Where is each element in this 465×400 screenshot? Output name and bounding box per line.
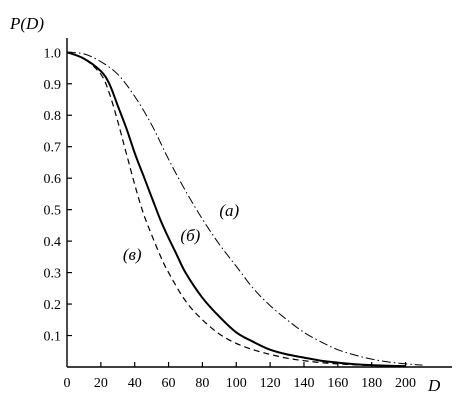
x-tick-label: 0: [64, 376, 71, 391]
y-tick-label: 0.5: [44, 204, 62, 219]
x-axis-ticks: 0 20 40 60 80 100 120 140 160 180 200: [64, 362, 416, 391]
y-tick-label: 0.1: [44, 330, 62, 345]
y-tick-label: 0.3: [44, 267, 62, 282]
x-tick-label: 120: [260, 376, 281, 391]
x-tick-label: 100: [226, 376, 247, 391]
x-tick-label: 80: [195, 376, 209, 391]
series-label-2: (б): [180, 226, 200, 245]
series-curve-2: [66, 51, 406, 368]
x-tick-label: 40: [128, 376, 142, 391]
x-tick-label: 160: [327, 376, 348, 391]
y-tick-label: 0.6: [44, 172, 62, 187]
y-tick-label: 0.9: [44, 78, 62, 93]
series-curves: [66, 51, 423, 368]
x-tick-label: 140: [293, 376, 314, 391]
x-tick-label: 60: [162, 376, 176, 391]
y-axis-label: P(D): [9, 14, 44, 33]
y-axis-ticks: 0.1 0.2 0.3 0.4 0.5 0.6 0.7 0.8 0.9 1.0: [44, 46, 72, 345]
y-tick-label: 0.4: [44, 235, 62, 250]
y-tick-label: 1.0: [44, 46, 62, 61]
series-label-1: (a): [219, 201, 239, 220]
x-axis-label: D: [427, 376, 441, 395]
series-label-3: (в): [123, 245, 142, 264]
y-tick-label: 0.2: [44, 298, 62, 313]
x-tick-label: 180: [361, 376, 382, 391]
x-tick-label: 20: [94, 376, 108, 391]
y-tick-label: 0.7: [44, 141, 62, 156]
y-tick-label: 0.8: [44, 109, 62, 124]
x-tick-label: 200: [395, 376, 416, 391]
series-curve-1: [66, 51, 423, 366]
series-labels: (a) (б) (в): [123, 201, 240, 264]
